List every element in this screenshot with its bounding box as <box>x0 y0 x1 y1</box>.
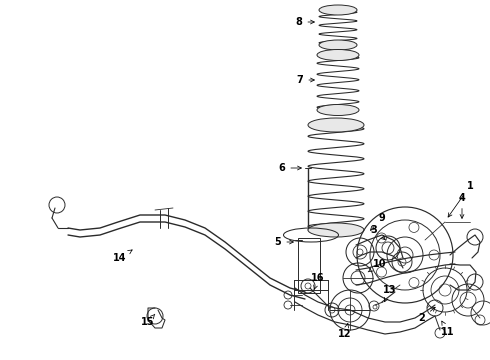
Ellipse shape <box>317 104 359 116</box>
Text: 10: 10 <box>368 259 387 272</box>
Text: 7: 7 <box>296 75 315 85</box>
Text: 8: 8 <box>295 17 315 27</box>
Text: 1: 1 <box>448 181 473 217</box>
Ellipse shape <box>319 40 357 50</box>
Text: 11: 11 <box>441 321 455 337</box>
Text: 5: 5 <box>274 237 294 247</box>
Text: 9: 9 <box>370 213 385 230</box>
Bar <box>298 238 320 293</box>
Text: 3: 3 <box>370 225 385 240</box>
Text: 2: 2 <box>418 307 435 323</box>
Ellipse shape <box>308 223 364 237</box>
Text: 4: 4 <box>459 193 466 219</box>
Ellipse shape <box>319 5 357 15</box>
Text: 6: 6 <box>279 163 301 173</box>
Text: 13: 13 <box>383 285 397 302</box>
Text: 15: 15 <box>141 314 155 327</box>
Text: 12: 12 <box>338 323 352 339</box>
Ellipse shape <box>317 49 359 60</box>
Text: 14: 14 <box>113 250 132 263</box>
Text: 16: 16 <box>311 273 325 289</box>
Ellipse shape <box>308 118 364 132</box>
